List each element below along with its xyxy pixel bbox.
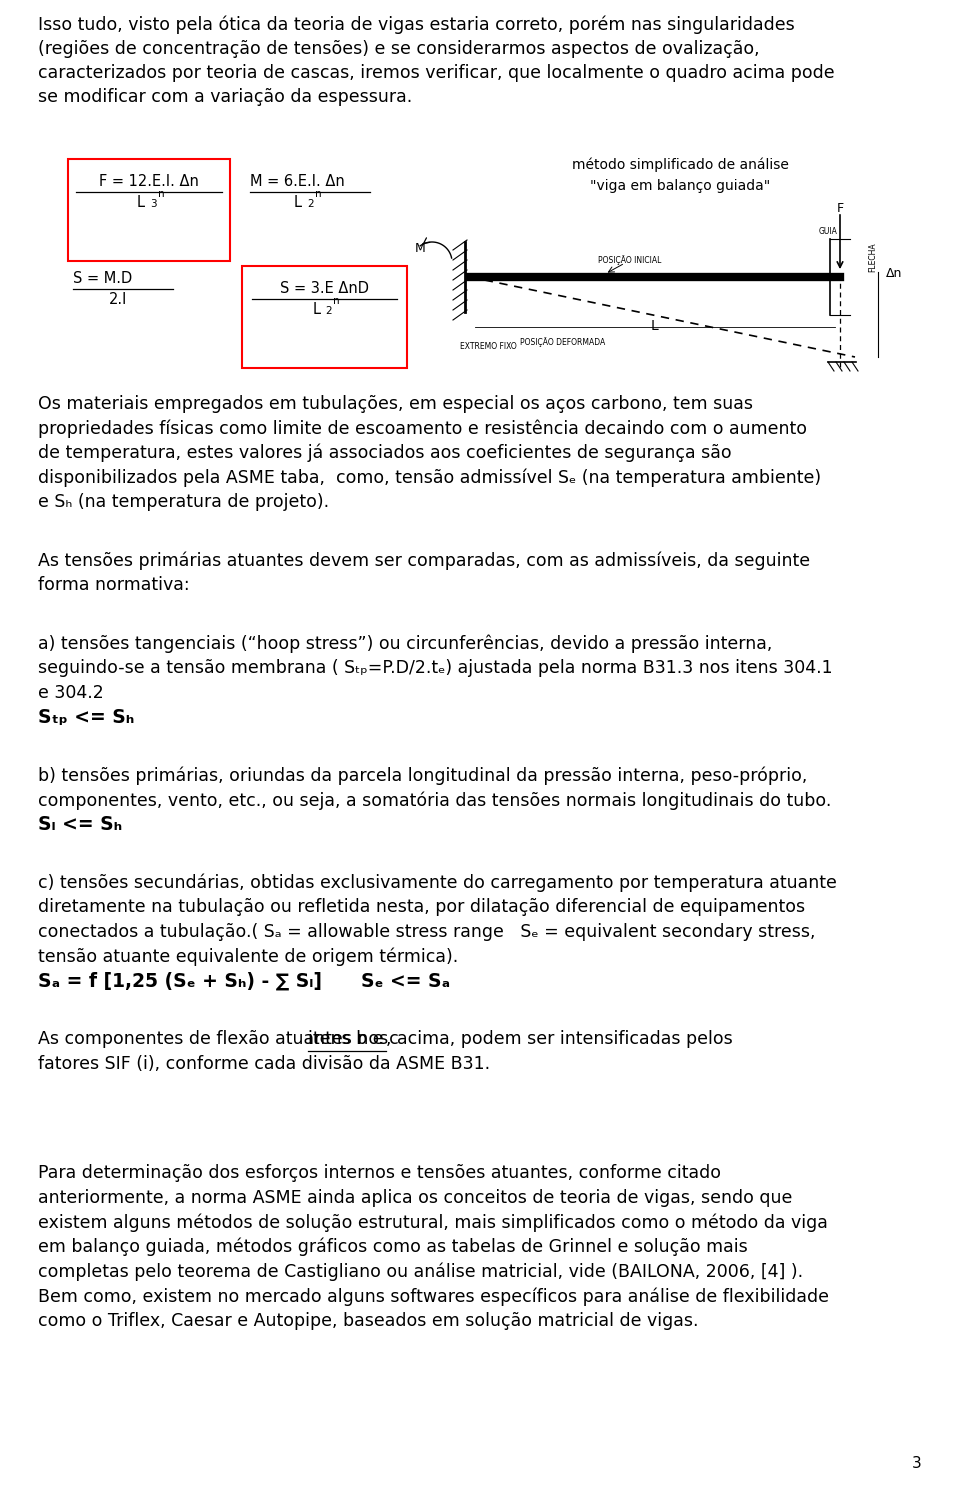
Text: (regiões de concentração de tensões) e se considerarmos aspectos de ovalização,: (regiões de concentração de tensões) e s… <box>38 39 759 58</box>
Text: Isso tudo, visto pela ótica da teoria de vigas estaria correto, porém nas singul: Isso tudo, visto pela ótica da teoria de… <box>38 15 795 33</box>
Text: componentes, vento, etc., ou seja, a somatória das tensões normais longitudinais: componentes, vento, etc., ou seja, a som… <box>38 791 831 809</box>
Text: n: n <box>315 190 322 199</box>
Text: itens b e c: itens b e c <box>308 1030 398 1048</box>
Text: disponibilizados pela ASME taba,  como, tensão admissível Sₑ (na temperatura amb: disponibilizados pela ASME taba, como, t… <box>38 469 821 487</box>
Text: GUIA: GUIA <box>819 227 837 236</box>
Text: Para determinação dos esforços internos e tensões atuantes, conforme citado: Para determinação dos esforços internos … <box>38 1165 721 1182</box>
Text: FLECHA: FLECHA <box>868 242 877 272</box>
Text: em balanço guiada, métodos gráficos como as tabelas de Grinnel e solução mais: em balanço guiada, métodos gráficos como… <box>38 1238 748 1257</box>
Text: As componentes de flexão atuantes nos: As componentes de flexão atuantes nos <box>38 1030 394 1048</box>
Text: completas pelo teorema de Castigliano ou análise matricial, vide (BAILONA, 2006,: completas pelo teorema de Castigliano ou… <box>38 1263 804 1281</box>
Text: M: M <box>415 242 425 255</box>
Text: como o Triflex, Caesar e Autopipe, baseados em solução matricial de vigas.: como o Triflex, Caesar e Autopipe, basea… <box>38 1311 699 1329</box>
Text: conectados a tubulação.( Sₐ = allowable stress range   Sₑ = equivalent secondary: conectados a tubulação.( Sₐ = allowable … <box>38 923 815 941</box>
Text: diretamente na tubulação ou refletida nesta, por dilatação diferencial de equipa: diretamente na tubulação ou refletida ne… <box>38 899 805 917</box>
Text: propriedades físicas como limite de escoamento e resistência decaindo com o aume: propriedades físicas como limite de esco… <box>38 420 807 437</box>
Text: 3: 3 <box>150 199 156 209</box>
Text: L: L <box>651 320 659 333</box>
Text: POSIÇÃO DEFORMADA: POSIÇÃO DEFORMADA <box>520 337 605 346</box>
Text: 2.I: 2.I <box>108 293 127 308</box>
Text: forma normativa:: forma normativa: <box>38 576 190 594</box>
Text: F: F <box>836 202 844 215</box>
Text: de temperatura, estes valores já associados aos coeficientes de segurança são: de temperatura, estes valores já associa… <box>38 443 732 463</box>
Text: L: L <box>313 302 321 317</box>
Text: S = 3.E ΔnD: S = 3.E ΔnD <box>280 281 369 296</box>
Text: 2: 2 <box>325 306 332 317</box>
Text: caracterizados por teoria de cascas, iremos verificar, que localmente o quadro a: caracterizados por teoria de cascas, ire… <box>38 64 834 82</box>
Text: M = 6.E.I. Δn: M = 6.E.I. Δn <box>250 175 345 190</box>
Text: a) tensões tangenciais (“hoop stress”) ou circunferências, devido a pressão inte: a) tensões tangenciais (“hoop stress”) o… <box>38 635 773 652</box>
Text: As tensões primárias atuantes devem ser comparadas, com as admissíveis, da segui: As tensões primárias atuantes devem ser … <box>38 551 810 570</box>
Text: e 304.2: e 304.2 <box>38 684 104 702</box>
Text: existem alguns métodos de solução estrutural, mais simplificados como o método d: existem alguns métodos de solução estrut… <box>38 1214 828 1232</box>
Text: se modificar com a variação da espessura.: se modificar com a variação da espessura… <box>38 88 412 106</box>
Text: POSIÇÃO INICIAL: POSIÇÃO INICIAL <box>598 255 661 264</box>
Text: Δn: Δn <box>886 267 902 281</box>
Text: anteriormente, a norma ASME ainda aplica os conceitos de teoria de vigas, sendo : anteriormente, a norma ASME ainda aplica… <box>38 1188 792 1206</box>
Text: L: L <box>294 196 302 211</box>
Text: 3: 3 <box>912 1456 922 1471</box>
Text: L: L <box>137 196 145 211</box>
Text: Os materiais empregados em tubulações, em especial os aços carbono, tem suas: Os materiais empregados em tubulações, e… <box>38 396 753 414</box>
Text: F = 12.E.I. Δn: F = 12.E.I. Δn <box>99 175 199 190</box>
Text: Sₐ = f [1,25 (Sₑ + Sₕ) - ∑ Sₗ]      Sₑ <= Sₐ: Sₐ = f [1,25 (Sₑ + Sₕ) - ∑ Sₗ] Sₑ <= Sₐ <box>38 972 450 991</box>
Text: 2: 2 <box>307 199 314 209</box>
Text: EXTREMO FIXO: EXTREMO FIXO <box>460 342 516 351</box>
Bar <box>242 266 407 367</box>
Text: n: n <box>333 296 340 306</box>
Text: tensão atuante equivalente de origem térmica).: tensão atuante equivalente de origem tér… <box>38 948 458 966</box>
Text: "viga em balanço guiada": "viga em balanço guiada" <box>589 179 770 193</box>
Text: , acima, podem ser intensificadas pelos: , acima, podem ser intensificadas pelos <box>386 1030 732 1048</box>
Text: seguindo-se a tensão membrana ( Sₜₚ=P.D/2.tₑ) ajustada pela norma B31.3 nos iten: seguindo-se a tensão membrana ( Sₜₚ=P.D/… <box>38 658 832 676</box>
Text: c) tensões secundárias, obtidas exclusivamente do carregamento por temperatura a: c) tensões secundárias, obtidas exclusiv… <box>38 873 837 893</box>
Text: Sₜₚ <= Sₕ: Sₜₚ <= Sₕ <box>38 708 134 727</box>
Bar <box>68 158 230 261</box>
Text: b) tensões primárias, oriundas da parcela longitudinal da pressão interna, peso-: b) tensões primárias, oriundas da parcel… <box>38 766 807 785</box>
Text: Sₗ <= Sₕ: Sₗ <= Sₕ <box>38 815 122 835</box>
Text: e Sₕ (na temperatura de projeto).: e Sₕ (na temperatura de projeto). <box>38 493 329 511</box>
Text: fatores SIF (i), conforme cada divisão da ASME B31.: fatores SIF (i), conforme cada divisão d… <box>38 1056 491 1073</box>
Text: método simplificado de análise: método simplificado de análise <box>571 157 788 172</box>
Text: n: n <box>158 190 164 199</box>
Text: S = M.D: S = M.D <box>73 272 132 287</box>
Text: Bem como, existem no mercado alguns softwares específicos para análise de flexib: Bem como, existem no mercado alguns soft… <box>38 1287 829 1305</box>
